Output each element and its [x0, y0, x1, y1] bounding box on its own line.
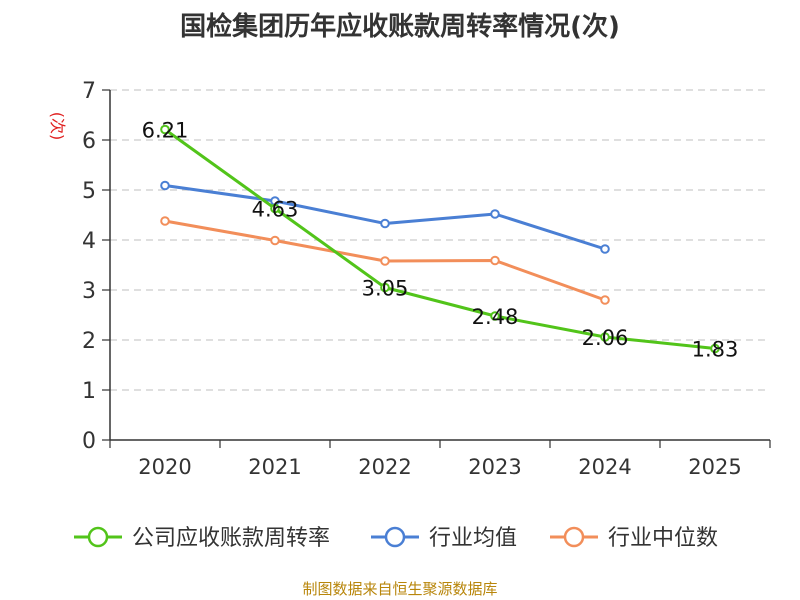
series-line-0 — [164, 128, 716, 350]
data-point[interactable] — [490, 311, 500, 321]
x-tick-label: 2024 — [578, 455, 631, 479]
data-point[interactable] — [160, 216, 170, 226]
data-label: 3.05 — [362, 277, 409, 301]
data-source-note: 制图数据来自恒生聚源数据库 — [302, 580, 498, 598]
series-lines — [160, 124, 720, 354]
y-tick-label: 5 — [82, 179, 96, 204]
x-tick-label: 2025 — [688, 455, 741, 479]
legend-item-0[interactable]: 公司应收账款周转率 — [74, 526, 330, 551]
legend-marker — [563, 526, 585, 548]
axes: 0 1 2 3 4 5 6 7 2020 2021 2022 2023 2024 2025 (次) — [48, 79, 771, 479]
chart-title: 国检集团历年应收账款周转率情况(次) — [180, 12, 620, 42]
y-tick-label: 3 — [82, 279, 96, 304]
legend-marker — [87, 526, 109, 548]
x-tick-label: 2020 — [138, 455, 191, 479]
legend-label: 行业均值 — [429, 526, 517, 551]
data-point[interactable] — [160, 180, 170, 191]
data-point[interactable] — [600, 244, 610, 254]
data-point[interactable] — [490, 209, 500, 219]
gridlines — [110, 89, 770, 391]
data-point[interactable] — [160, 124, 170, 135]
y-tick-label: 7 — [82, 79, 96, 104]
data-point[interactable] — [600, 332, 610, 342]
y-tick-label: 6 — [82, 129, 96, 154]
data-point[interactable] — [490, 255, 500, 266]
data-point[interactable] — [270, 235, 280, 246]
x-tick-label: 2021 — [248, 455, 301, 479]
data-point[interactable] — [710, 343, 720, 354]
data-label: 4.63 — [252, 198, 299, 222]
legend-marker — [384, 526, 406, 548]
legend-label: 公司应收账款周转率 — [132, 526, 330, 551]
data-label: 6.21 — [142, 119, 189, 143]
legend[interactable]: 公司应收账款周转率 行业均值 行业中位数 — [74, 526, 718, 551]
data-point[interactable] — [600, 295, 610, 305]
data-label: 2.06 — [582, 326, 629, 350]
y-axis-label: (次) — [48, 112, 67, 141]
legend-label: 行业中位数 — [608, 526, 718, 551]
y-tick-label: 2 — [82, 329, 96, 354]
data-label: 1.83 — [692, 338, 739, 362]
y-tick-label: 0 — [82, 429, 96, 454]
data-labels: 6.21 4.63 3.05 2.48 2.06 1.83 — [142, 119, 739, 362]
x-tick-label: 2023 — [468, 455, 521, 479]
legend-item-1[interactable]: 行业均值 — [371, 526, 517, 551]
x-tick-label: 2022 — [358, 455, 411, 479]
data-label: 2.48 — [472, 305, 519, 329]
data-point[interactable] — [270, 203, 280, 214]
y-tick-label: 4 — [82, 229, 96, 254]
data-point[interactable] — [380, 256, 390, 266]
y-tick-label: 1 — [82, 379, 96, 404]
data-point[interactable] — [380, 218, 390, 229]
legend-item-2[interactable]: 行业中位数 — [550, 526, 718, 551]
data-point[interactable] — [380, 282, 390, 293]
